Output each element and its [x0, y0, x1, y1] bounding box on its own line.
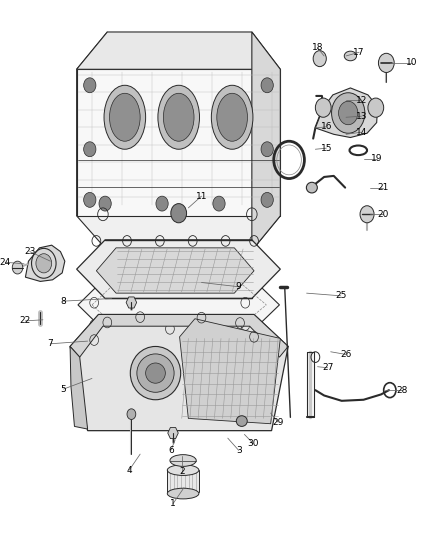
Polygon shape — [180, 319, 280, 424]
Text: 23: 23 — [24, 247, 35, 256]
Text: 22: 22 — [20, 317, 31, 325]
Text: 21: 21 — [378, 183, 389, 192]
Polygon shape — [78, 278, 279, 332]
Text: 15: 15 — [321, 144, 332, 152]
Ellipse shape — [130, 346, 180, 400]
Polygon shape — [70, 346, 88, 429]
Text: 29: 29 — [272, 418, 284, 426]
Text: 1: 1 — [170, 499, 176, 508]
Circle shape — [36, 254, 52, 273]
Text: 13: 13 — [356, 112, 367, 120]
Polygon shape — [77, 32, 280, 69]
Circle shape — [315, 98, 331, 117]
Ellipse shape — [170, 455, 196, 466]
Ellipse shape — [237, 416, 247, 426]
Text: 14: 14 — [356, 128, 367, 136]
Polygon shape — [167, 470, 199, 492]
Polygon shape — [70, 314, 288, 431]
Ellipse shape — [110, 93, 140, 141]
Circle shape — [360, 206, 374, 223]
Polygon shape — [126, 297, 137, 308]
Circle shape — [368, 98, 384, 117]
Circle shape — [12, 261, 23, 274]
Text: 2: 2 — [179, 467, 184, 476]
Circle shape — [99, 196, 111, 211]
Text: 12: 12 — [356, 96, 367, 104]
Text: 10: 10 — [406, 59, 417, 67]
Circle shape — [261, 142, 273, 157]
Text: 11: 11 — [196, 192, 207, 200]
Text: 7: 7 — [47, 340, 53, 348]
Circle shape — [261, 78, 273, 93]
Circle shape — [378, 53, 394, 72]
Text: 24: 24 — [0, 258, 11, 266]
Circle shape — [339, 101, 358, 125]
Polygon shape — [77, 32, 107, 216]
Text: 25: 25 — [335, 292, 346, 300]
Ellipse shape — [145, 363, 165, 383]
Polygon shape — [77, 181, 280, 251]
Circle shape — [313, 51, 326, 67]
Text: 27: 27 — [322, 364, 333, 372]
Ellipse shape — [158, 85, 200, 149]
Circle shape — [84, 142, 96, 157]
Ellipse shape — [163, 93, 194, 141]
Text: 3: 3 — [236, 446, 242, 455]
Ellipse shape — [217, 93, 247, 141]
Polygon shape — [315, 88, 378, 138]
Polygon shape — [96, 248, 254, 293]
Text: 26: 26 — [340, 350, 352, 359]
Circle shape — [84, 192, 96, 207]
Polygon shape — [70, 314, 288, 357]
Polygon shape — [168, 427, 178, 439]
Text: 16: 16 — [321, 123, 332, 131]
Text: 18: 18 — [312, 44, 323, 52]
Polygon shape — [77, 69, 280, 216]
Text: 19: 19 — [371, 155, 382, 163]
Circle shape — [156, 196, 168, 211]
Text: 4: 4 — [127, 466, 132, 474]
Ellipse shape — [306, 182, 317, 193]
Text: 28: 28 — [396, 386, 408, 394]
Circle shape — [213, 196, 225, 211]
Polygon shape — [25, 245, 65, 281]
Polygon shape — [77, 240, 280, 298]
Ellipse shape — [167, 488, 199, 499]
Text: 9: 9 — [236, 282, 242, 291]
Ellipse shape — [104, 85, 145, 149]
Text: 6: 6 — [168, 446, 174, 455]
Ellipse shape — [167, 465, 199, 475]
Text: 5: 5 — [60, 385, 67, 393]
Circle shape — [261, 192, 273, 207]
Ellipse shape — [344, 51, 357, 61]
Ellipse shape — [137, 354, 174, 392]
Text: 17: 17 — [353, 48, 365, 56]
Circle shape — [84, 78, 96, 93]
Circle shape — [127, 409, 136, 419]
Circle shape — [171, 204, 187, 223]
Text: 30: 30 — [247, 439, 259, 448]
Circle shape — [332, 93, 365, 133]
Text: 20: 20 — [378, 210, 389, 219]
Text: 8: 8 — [60, 297, 67, 305]
Polygon shape — [252, 32, 280, 251]
Ellipse shape — [211, 85, 253, 149]
